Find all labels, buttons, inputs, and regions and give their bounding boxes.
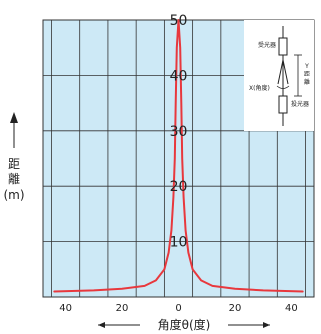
y-tick-label: 20 (170, 179, 188, 195)
x-axis-left-arrowhead-icon (98, 322, 105, 328)
y-tick-label: 40 (170, 68, 188, 84)
x-axis-title: 角度θ(度) (158, 317, 211, 332)
distance-label-char-2: 離 (304, 78, 310, 86)
receiver-label: 受光器 (258, 41, 276, 49)
x-tick-label: 40 (59, 303, 72, 314)
y-tick-label: 50 (170, 13, 188, 29)
x-axis-label: 角度θ(度) (98, 317, 270, 332)
y-tick-labels: 10 20 30 40 50 (170, 13, 188, 251)
receiver-box-icon (278, 37, 288, 56)
x-axis-right-arrowhead-icon (263, 322, 270, 328)
y-axis-arrowhead-icon (10, 112, 18, 123)
x-tick-label: 20 (116, 303, 129, 314)
beam-angle-arc-icon (276, 85, 290, 89)
x-tick-labels: 40 20 0 20 40 (59, 303, 298, 314)
x-tick-label: 40 (285, 303, 298, 314)
angle-label: X(角度) (249, 84, 270, 92)
y-axis-label-char-2: 離 (8, 172, 20, 186)
x-tick-label: 0 (175, 303, 181, 314)
emitter-label: 投光器 (291, 100, 309, 108)
emitter-box-icon (278, 95, 288, 114)
y-axis-label: 距 離 (m) (3, 112, 25, 202)
x-tick-label: 20 (229, 303, 242, 314)
y-tick-label: 30 (170, 124, 188, 140)
series-line (53, 19, 304, 293)
distance-label-y: Y (304, 63, 309, 70)
distance-label-char-1: 距 (304, 71, 310, 78)
y-axis-unit: (m) (3, 188, 24, 202)
beam-cone-icon (277, 59, 289, 85)
y-axis-label-char-1: 距 (8, 157, 20, 171)
y-tick-label: 10 (170, 235, 188, 251)
inset-diagram: 受光器 投光器 X(角度) Y 距 離 (244, 20, 314, 131)
